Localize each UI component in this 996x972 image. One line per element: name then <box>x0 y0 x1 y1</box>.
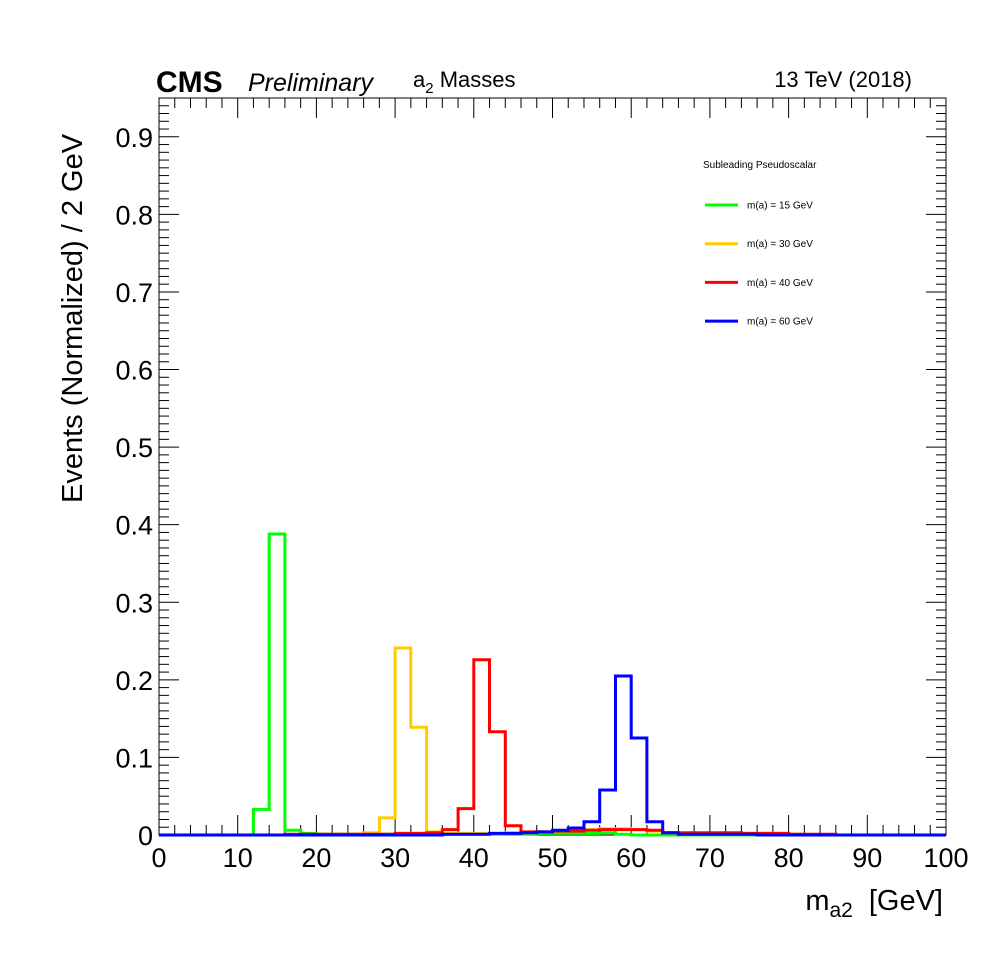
x-axis-title: ma2 [GeV] <box>805 885 943 922</box>
x-tick-label: 70 <box>695 843 725 873</box>
y-tick-label: 0.6 <box>115 356 153 386</box>
x-tick-label: 0 <box>151 843 166 873</box>
legend-label-3: m(a) = 40 GeV <box>747 278 813 289</box>
x-tick-label: 30 <box>380 843 410 873</box>
legend-label-1: m(a) = 15 GeV <box>747 201 813 212</box>
plot-label: a2 Masses <box>413 67 516 97</box>
experiment-label: CMS <box>156 66 223 99</box>
x-tick-label: 60 <box>616 843 646 873</box>
y-tick-label: 0.1 <box>115 743 153 773</box>
x-tick-label: 40 <box>459 843 489 873</box>
x-tick-label: 10 <box>223 843 253 873</box>
legend-title: Subleading Pseudoscalar <box>703 160 817 171</box>
y-tick-label: 0 <box>138 821 153 851</box>
x-tick-label: 90 <box>852 843 882 873</box>
y-axis-title: Events (Normalized) / 2 GeV <box>57 133 89 503</box>
y-tick-label: 0.3 <box>115 588 153 618</box>
x-tick-label: 80 <box>774 843 804 873</box>
y-tick-label: 0.9 <box>115 123 153 153</box>
energy-label: 13 TeV (2018) <box>774 67 912 92</box>
legend-label-2: m(a) = 30 GeV <box>747 239 813 250</box>
y-tick-label: 0.7 <box>115 278 153 308</box>
plot-label-main: a <box>413 67 426 92</box>
plot-label-rest: Masses <box>434 67 516 92</box>
y-tick-label: 0.5 <box>115 433 153 463</box>
x-axis-title-unit: [GeV] <box>869 885 943 917</box>
x-tick-label: 100 <box>923 843 968 873</box>
y-tick-label: 0.2 <box>115 666 153 696</box>
legend-label-4: m(a) = 60 GeV <box>747 317 813 328</box>
x-tick-label: 50 <box>537 843 567 873</box>
status-label: Preliminary <box>248 69 375 97</box>
series-line-4 <box>159 674 946 837</box>
y-tick-label: 0.8 <box>115 200 153 230</box>
series-group <box>159 532 946 837</box>
x-axis-title-sub: a2 <box>829 899 852 922</box>
legend-entries: m(a) = 15 GeV m(a) = 30 GeV m(a) = 40 GeV m… <box>705 201 813 328</box>
x-tick-label: 20 <box>301 843 331 873</box>
tick-labels: 0 10 20 30 40 50 60 70 80 90 100 0 0.1 0.2 0.3 0.4 0.5 0.… <box>115 123 968 873</box>
y-tick-label: 0.4 <box>115 511 153 541</box>
x-axis-title-main: m <box>805 885 829 917</box>
plot-label-sub: 2 <box>425 80 433 97</box>
axis-ticks <box>158 97 947 836</box>
